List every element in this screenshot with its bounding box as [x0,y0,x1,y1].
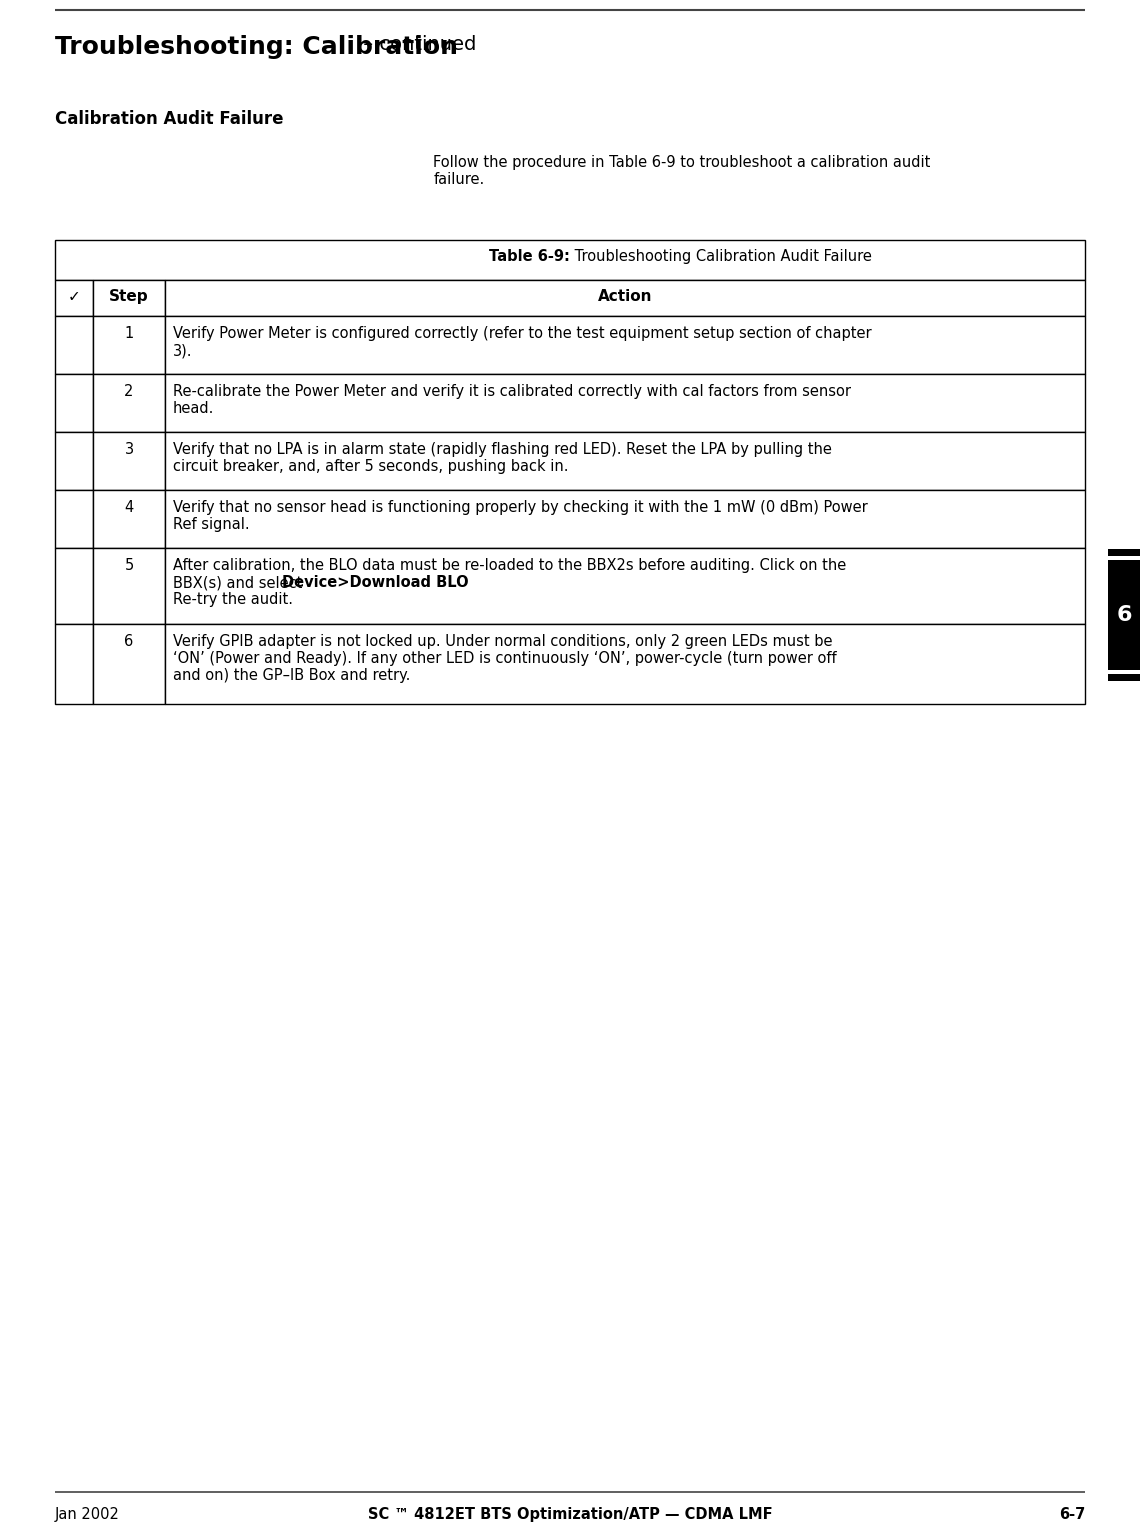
Text: Re-try the audit.: Re-try the audit. [173,592,293,607]
Bar [55,547,93,624]
Text: Verify that no sensor head is functioning properly by checking it with the 1 mW : Verify that no sensor head is functionin… [173,500,868,515]
Text: Troubleshooting: Calibration: Troubleshooting: Calibration [55,35,458,58]
Text: 3: 3 [124,442,133,457]
Text: head.: head. [173,402,214,415]
Text: Verify Power Meter is configured correctly (refer to the test equipment setup se: Verify Power Meter is configured correct… [173,327,872,340]
Text: circuit breaker, and, after 5 seconds, pushing back in.: circuit breaker, and, after 5 seconds, p… [173,458,569,474]
Bar [165,491,1085,547]
Text: Follow the procedure in Table 6-9 to troubleshoot a calibration audit
failure.: Follow the procedure in Table 6-9 to tro… [433,155,930,187]
Text: Re-calibrate the Power Meter and verify it is calibrated correctly with cal fact: Re-calibrate the Power Meter and verify … [173,383,850,399]
Text: 6-7: 6-7 [1059,1507,1085,1522]
Bar [93,547,165,624]
Text: Troubleshooting Calibration Audit Failure: Troubleshooting Calibration Audit Failur… [570,248,872,264]
Text: Action: Action [597,290,652,304]
Text: 5: 5 [124,558,133,573]
Text: 3).: 3). [173,343,193,359]
Bar [93,316,165,374]
Text: 1: 1 [124,327,133,340]
Bar [93,432,165,491]
Bar [93,491,165,547]
Text: 2: 2 [124,383,133,399]
Text: Table 6-9:: Table 6-9: [489,248,570,264]
Bar [55,281,93,316]
Bar [55,241,1085,281]
Text: 4: 4 [124,500,133,515]
Text: SC ™ 4812ET BTS Optimization/ATP — CDMA LMF: SC ™ 4812ET BTS Optimization/ATP — CDMA … [368,1507,772,1522]
Text: BBX(s) and select: BBX(s) and select [173,575,307,590]
Text: Verify that no LPA is in alarm state (rapidly flashing red LED). Reset the LPA b: Verify that no LPA is in alarm state (ra… [173,442,832,457]
Bar [165,374,1085,432]
Text: ✓: ✓ [67,290,81,304]
Text: 6: 6 [1116,606,1132,625]
Bar [165,281,1085,316]
Text: After calibration, the BLO data must be re-loaded to the BBX2s before auditing. : After calibration, the BLO data must be … [173,558,846,573]
Text: – continued: – continued [358,35,477,54]
Bar [55,491,93,547]
Text: and on) the GP–IB Box and retry.: and on) the GP–IB Box and retry. [173,668,410,684]
Bar [165,316,1085,374]
Text: Device>Download BLO: Device>Download BLO [282,575,469,590]
Bar [165,432,1085,491]
Text: Ref signal.: Ref signal. [173,517,250,532]
Text: ‘ON’ (Power and Ready). If any other LED is continuously ‘ON’, power-cycle (turn: ‘ON’ (Power and Ready). If any other LED… [173,652,837,665]
Bar [93,281,165,316]
Bar [1108,560,1140,670]
Bar [55,624,93,704]
Bar [55,432,93,491]
Text: Verify GPIB adapter is not locked up. Under normal conditions, only 2 green LEDs: Verify GPIB adapter is not locked up. Un… [173,635,832,648]
Text: 6: 6 [124,635,133,648]
Bar [55,374,93,432]
Bar [93,374,165,432]
Bar [55,316,93,374]
Bar [93,624,165,704]
Bar [165,547,1085,624]
Text: Jan 2002: Jan 2002 [55,1507,120,1522]
Bar [1108,549,1140,556]
Bar [165,624,1085,704]
Bar [1108,675,1140,681]
Text: Step: Step [109,290,149,304]
Text: Calibration Audit Failure: Calibration Audit Failure [55,110,284,127]
